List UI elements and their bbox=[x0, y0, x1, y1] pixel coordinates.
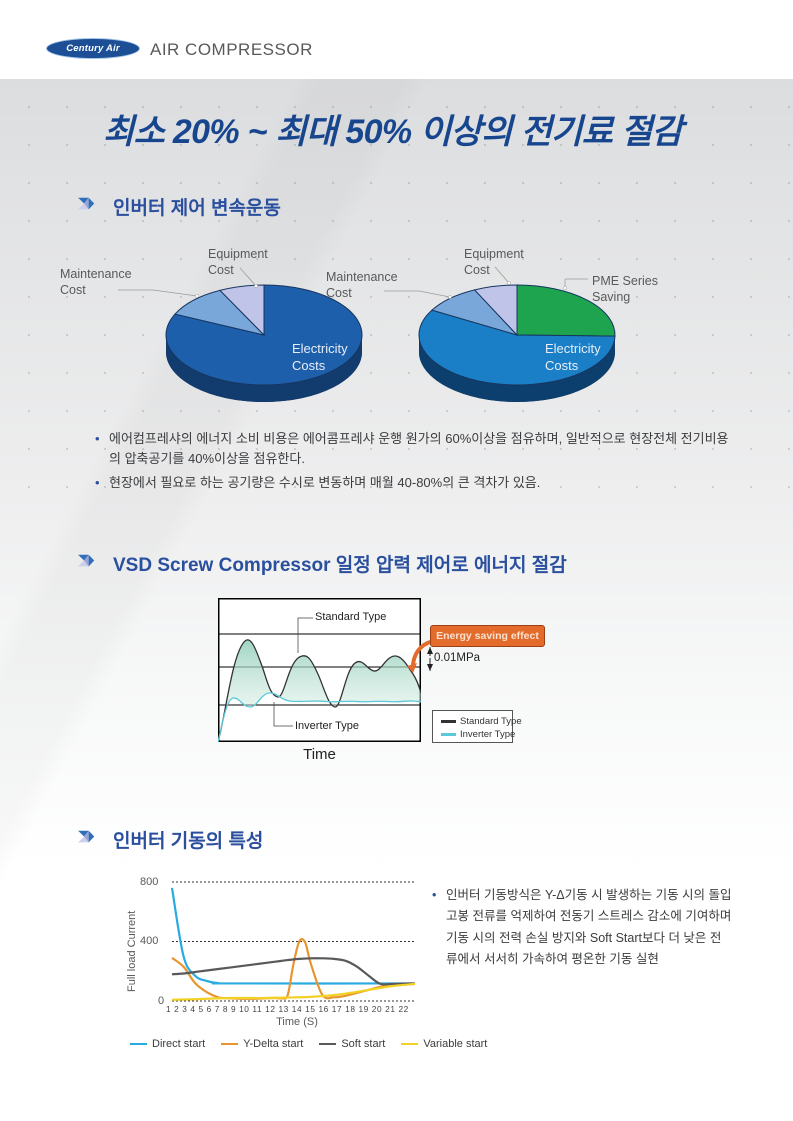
svg-text:Costs: Costs bbox=[292, 358, 326, 373]
svg-text:Costs: Costs bbox=[545, 358, 579, 373]
svg-text:Electricity: Electricity bbox=[545, 341, 601, 356]
svg-text:Electricity: Electricity bbox=[292, 341, 348, 356]
